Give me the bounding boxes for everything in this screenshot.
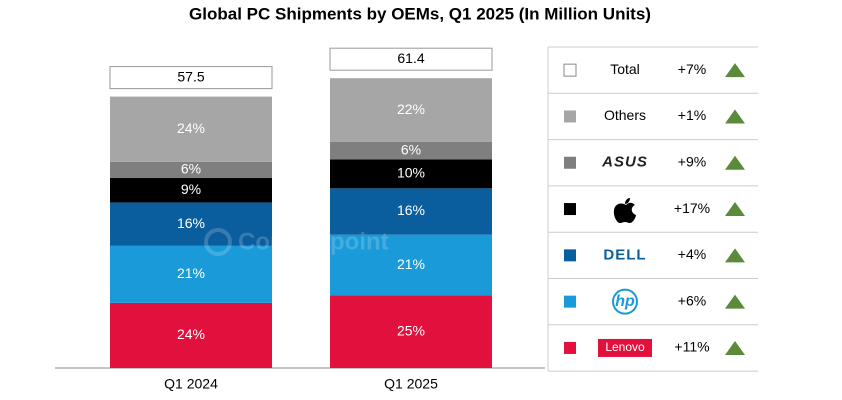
legend-growth: +6%: [678, 292, 706, 308]
total-box: [329, 47, 493, 71]
up-arrow: [725, 340, 745, 355]
watermark-text: Counterpoint: [238, 228, 389, 255]
up-arrow: [725, 294, 745, 309]
total-label: 57.5: [177, 68, 204, 84]
legend-name: Lenovo: [605, 340, 645, 354]
bar-segment: [330, 141, 492, 160]
bar-segment: [110, 245, 272, 303]
legend-growth: +17%: [674, 200, 710, 216]
apple-logo: [613, 198, 636, 224]
up-arrow: [725, 109, 745, 124]
legend-swatch: [564, 249, 576, 262]
bar-segment: [110, 96, 272, 162]
legend-name: Total: [610, 61, 640, 77]
total-box: [109, 66, 273, 90]
legend-growth: +11%: [674, 339, 709, 355]
segment-label: 16%: [397, 202, 425, 218]
total-label: 61.4: [397, 50, 424, 66]
up-arrow: [725, 155, 745, 170]
segment-label: 6%: [401, 141, 421, 157]
legend-swatch: [564, 341, 576, 354]
bar-segment: [330, 234, 492, 296]
segment-label: 22%: [397, 101, 425, 117]
segment-label: 24%: [177, 120, 205, 136]
legend-swatch: [564, 295, 576, 308]
legend-swatch: [564, 203, 576, 216]
bar-segment: [110, 202, 272, 246]
up-arrow: [725, 202, 745, 217]
x-tick-label: Q1 2025: [384, 376, 438, 392]
bar-segment: [330, 188, 492, 235]
segment-label: 16%: [177, 215, 205, 231]
bar-segment: [110, 302, 272, 368]
lenovo-logo-box: [598, 338, 652, 357]
segment-label: 25%: [397, 322, 425, 338]
legend-name: DELL: [603, 246, 646, 263]
bar-segment: [110, 178, 272, 203]
legend-name: hp: [615, 293, 635, 310]
bar-segment: [330, 295, 492, 368]
legend-growth: +7%: [678, 61, 706, 77]
hp-logo-ring: [612, 288, 638, 315]
segment-label: 21%: [177, 265, 205, 281]
legend-name: ASUS: [601, 154, 648, 171]
up-arrow: [725, 63, 745, 78]
segment-label: 21%: [397, 256, 425, 272]
watermark-icon: [204, 228, 232, 256]
watermark: Counterpoint: [204, 228, 389, 256]
segment-label: 6%: [181, 161, 201, 177]
legend-growth: +4%: [678, 246, 706, 262]
segment-label: 24%: [177, 326, 205, 342]
segment-label: 9%: [181, 181, 201, 197]
legend-growth: +9%: [678, 153, 706, 169]
chart-title: Global PC Shipments by OEMs, Q1 2025 (In…: [189, 4, 651, 23]
segment-label: 10%: [397, 165, 425, 181]
x-tick-label: Q1 2024: [164, 376, 218, 392]
legend-growth: +1%: [678, 107, 706, 123]
bar-segment: [110, 161, 272, 179]
bar-segment: [330, 159, 492, 189]
legend-swatch: [564, 110, 576, 123]
legend-name: Others: [604, 107, 646, 123]
up-arrow: [725, 248, 745, 263]
legend-swatch: [563, 63, 577, 77]
legend-swatch: [564, 156, 576, 169]
bar-segment: [330, 78, 492, 142]
